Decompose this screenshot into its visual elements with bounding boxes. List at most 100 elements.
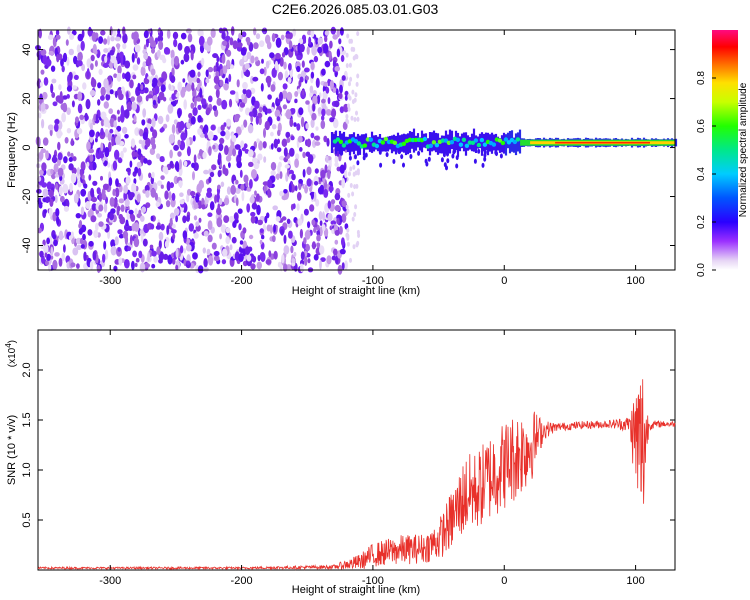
noise-speckle	[48, 189, 54, 198]
noise-speckle	[274, 52, 281, 60]
noise-speckle	[114, 129, 118, 135]
noise-speckle	[113, 265, 118, 272]
noise-speckle	[203, 230, 209, 237]
noise-speckle	[106, 86, 111, 95]
noise-speckle	[217, 203, 221, 214]
noise-speckle	[229, 215, 234, 223]
noise-speckle	[322, 211, 325, 221]
noise-speckle	[346, 241, 350, 247]
noise-speckle	[286, 137, 291, 143]
noise-speckle	[212, 144, 216, 150]
signal-cell	[368, 137, 374, 142]
noise-speckle	[91, 196, 98, 203]
signal-cell	[512, 137, 516, 153]
noise-speckle	[213, 255, 220, 262]
noise-speckle	[182, 230, 188, 240]
noise-speckle	[298, 107, 304, 116]
noise-speckle	[327, 169, 331, 180]
noise-speckle	[173, 144, 180, 151]
signal-cell	[392, 140, 398, 145]
noise-speckle	[173, 208, 180, 216]
noise-speckle	[192, 171, 195, 181]
noise-speckle	[302, 151, 306, 159]
noise-speckle	[167, 104, 174, 114]
noise-speckle	[296, 65, 301, 73]
noise-speckle	[50, 246, 54, 257]
noise-speckle	[208, 176, 212, 183]
signal-cell	[425, 161, 429, 167]
noise-speckle	[189, 69, 196, 78]
noise-speckle	[315, 126, 319, 131]
noise-speckle	[257, 254, 261, 262]
noise-speckle	[89, 90, 96, 96]
noise-speckle	[134, 44, 141, 53]
noise-speckle	[100, 118, 105, 127]
noise-speckle	[334, 72, 338, 78]
noise-speckle	[344, 260, 348, 270]
signal-cell	[464, 143, 470, 148]
signal-cell	[450, 130, 454, 150]
signal-cell	[483, 156, 487, 162]
noise-speckle	[165, 114, 170, 123]
noise-speckle	[83, 183, 88, 189]
noise-speckle	[356, 31, 360, 37]
noise-speckle	[341, 75, 346, 81]
noise-speckle	[240, 184, 245, 191]
signal-cell	[350, 134, 354, 152]
colorbar-tick-label: 0.6	[696, 119, 707, 133]
noise-speckle	[202, 247, 206, 254]
noise-speckle	[38, 28, 42, 39]
noise-speckle	[321, 98, 326, 104]
noise-speckle	[186, 83, 192, 92]
noise-speckle	[248, 111, 254, 117]
colorbar-label: Normalized spectral amplitude	[738, 82, 749, 217]
noise-speckle	[221, 259, 227, 265]
noise-speckle	[234, 113, 241, 119]
noise-speckle	[149, 126, 154, 132]
noise-speckle	[114, 36, 121, 42]
noise-speckle	[136, 161, 142, 168]
noise-speckle	[344, 95, 348, 101]
noise-speckle	[59, 175, 63, 182]
noise-speckle	[156, 80, 161, 85]
signal-cell	[342, 131, 346, 152]
noise-speckle	[85, 98, 91, 110]
signal-cell	[481, 162, 485, 168]
noise-speckle	[225, 35, 231, 41]
noise-speckle	[224, 145, 229, 156]
noise-speckle	[292, 203, 296, 210]
signal-cell	[491, 142, 497, 147]
noise-speckle	[286, 91, 293, 101]
noise-speckle	[327, 78, 331, 87]
noise-speckle	[67, 74, 71, 84]
noise-speckle	[283, 147, 288, 157]
noise-speckle	[228, 162, 231, 169]
noise-speckle	[249, 196, 255, 204]
noise-speckle	[61, 112, 66, 123]
noise-speckle	[167, 254, 173, 265]
noise-speckle	[190, 191, 196, 196]
noise-speckle	[144, 263, 151, 268]
noise-speckle	[306, 166, 312, 176]
noise-speckle	[150, 223, 155, 230]
noise-speckle	[310, 132, 315, 139]
noise-speckle	[307, 258, 311, 264]
noise-speckle	[193, 154, 197, 164]
noise-speckle	[144, 184, 150, 192]
noise-speckle	[339, 84, 343, 94]
noise-speckle	[77, 33, 84, 42]
noise-speckle	[210, 28, 216, 39]
noise-speckle	[346, 33, 350, 39]
signal-cell	[400, 154, 404, 160]
noise-speckle	[302, 168, 306, 178]
noise-speckle	[212, 105, 217, 111]
noise-speckle	[100, 127, 104, 136]
snr-x-ticks: -300 -200 -100 0 100	[99, 330, 645, 587]
noise-speckle	[324, 60, 331, 68]
noise-speckle	[221, 31, 226, 40]
noise-speckle	[114, 236, 119, 246]
noise-speckle	[113, 120, 117, 128]
noise-speckle	[263, 156, 267, 163]
noise-speckle	[80, 244, 85, 249]
noise-speckle	[91, 31, 97, 42]
